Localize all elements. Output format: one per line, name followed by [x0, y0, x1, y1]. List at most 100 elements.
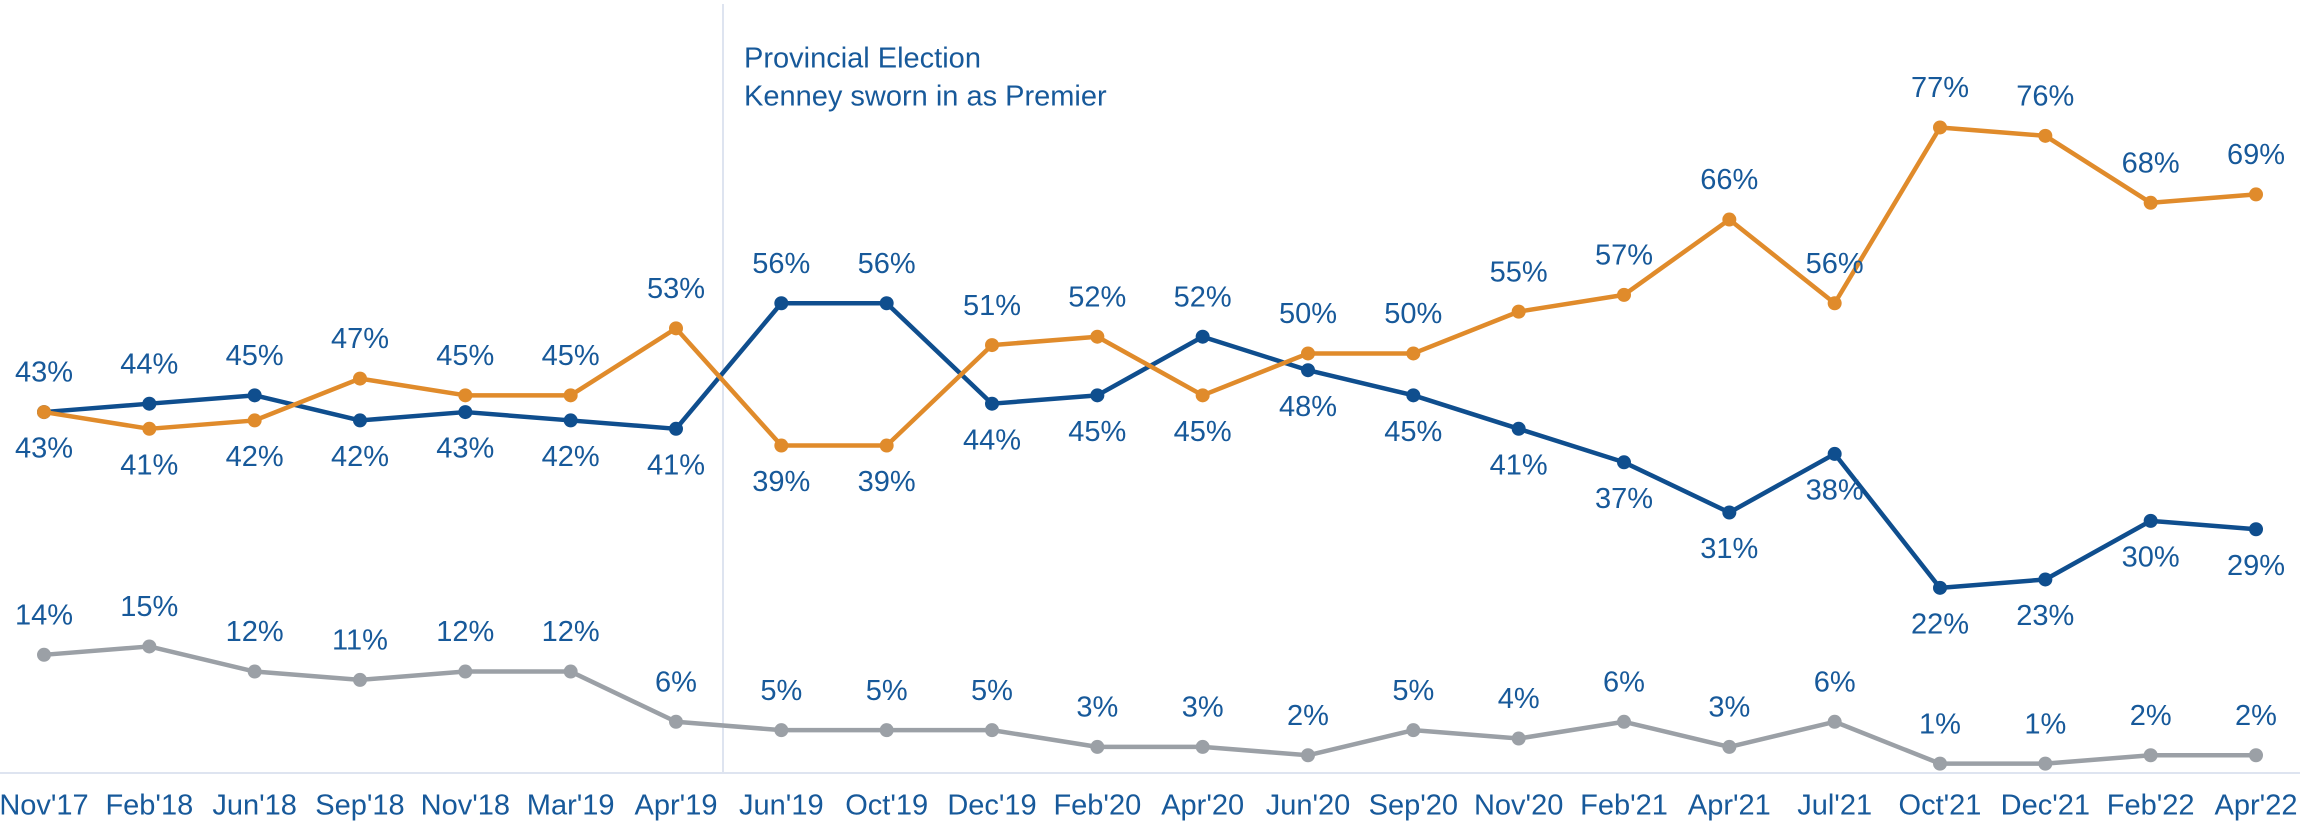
point — [669, 421, 683, 436]
data-label: 41% — [120, 449, 178, 481]
point — [142, 421, 157, 436]
data-label: 41% — [1490, 449, 1548, 481]
series-line — [43, 644, 2256, 766]
point — [774, 296, 789, 311]
data-label: 52% — [1068, 281, 1126, 313]
x-tick-label: Nov'20 — [1474, 790, 1563, 822]
data-label: 66% — [1700, 164, 1758, 196]
data-label: 52% — [1174, 281, 1232, 313]
point — [1511, 731, 1526, 746]
x-tick-label: Nov'18 — [421, 790, 510, 822]
data-label: 6% — [1603, 666, 1645, 698]
data-label: 38% — [1806, 475, 1864, 507]
point — [879, 723, 894, 738]
data-label: 45% — [542, 340, 600, 372]
x-tick-label: Dec'21 — [2001, 790, 2090, 822]
data-label: 6% — [655, 666, 697, 698]
x-tick-label: Apr'21 — [1688, 790, 1771, 822]
data-label: 57% — [1595, 240, 1653, 272]
data-label: 23% — [2016, 600, 2074, 632]
data-label: 41% — [647, 449, 705, 481]
point — [1195, 388, 1210, 403]
data-label: 43% — [15, 357, 73, 389]
point — [1090, 739, 1105, 754]
data-label: 14% — [15, 599, 73, 631]
annotation: Kenney sworn in as Premier — [744, 81, 1107, 113]
point — [1406, 723, 1421, 738]
data-label: 37% — [1595, 483, 1653, 515]
data-label: 50% — [1279, 298, 1337, 330]
data-label: 29% — [2227, 550, 2285, 582]
point — [1090, 388, 1105, 403]
point — [1195, 739, 1210, 754]
x-tick-label: Feb'18 — [105, 790, 193, 822]
data-label: 42% — [542, 441, 600, 473]
point — [247, 413, 262, 428]
data-label: 45% — [1068, 416, 1126, 448]
point — [1617, 714, 1631, 729]
point — [1406, 388, 1421, 403]
point — [563, 664, 578, 679]
data-label: 5% — [760, 675, 802, 707]
point — [142, 639, 157, 654]
x-tick-label: Sep'18 — [315, 790, 404, 822]
point — [2038, 128, 2053, 143]
x-tick-label: Dec'19 — [947, 790, 1036, 822]
point — [669, 714, 683, 729]
data-label: 53% — [647, 273, 705, 305]
point — [1722, 505, 1737, 520]
data-label: 22% — [1911, 609, 1969, 641]
point — [353, 371, 367, 386]
point — [458, 388, 473, 403]
x-tick-label: Feb'21 — [1580, 790, 1668, 822]
point — [985, 723, 999, 738]
x-tick-label: Oct'21 — [1899, 790, 1982, 822]
x-tick-label: Mar'19 — [527, 790, 615, 822]
data-label: 56% — [858, 248, 916, 280]
point — [142, 396, 157, 411]
point — [2249, 522, 2263, 537]
data-label: 44% — [963, 424, 1021, 456]
data-label: 5% — [1392, 675, 1434, 707]
point — [669, 321, 683, 336]
point — [2038, 572, 2053, 587]
point — [2143, 748, 2158, 763]
point — [879, 296, 894, 311]
point — [458, 405, 473, 420]
point — [247, 388, 262, 403]
data-label: 42% — [331, 441, 389, 473]
x-tick-label: Apr'19 — [635, 790, 718, 822]
x-tick-label: Oct'19 — [845, 790, 928, 822]
data-label: 42% — [226, 441, 284, 473]
data-label: 45% — [436, 340, 494, 372]
data-label: 69% — [2227, 139, 2285, 171]
point — [1090, 329, 1105, 344]
x-tick-label: Jun'18 — [212, 790, 297, 822]
point — [1301, 748, 1315, 763]
data-label: 48% — [1279, 391, 1337, 423]
point — [563, 388, 578, 403]
point — [1933, 756, 1947, 771]
point — [563, 413, 578, 428]
point — [1722, 739, 1737, 754]
data-label: 3% — [1076, 692, 1118, 724]
point — [2143, 513, 2158, 528]
data-label: 39% — [752, 466, 810, 498]
x-tick-label: Nov'17 — [0, 790, 89, 822]
data-label: 3% — [1182, 692, 1224, 724]
point — [1511, 421, 1526, 436]
data-label: 43% — [15, 433, 73, 465]
point — [353, 413, 367, 428]
point — [2143, 195, 2158, 210]
point — [879, 438, 894, 453]
data-label: 43% — [436, 433, 494, 465]
data-label: 77% — [1911, 72, 1969, 104]
point — [37, 405, 51, 420]
point — [1827, 446, 1842, 461]
point — [774, 438, 789, 453]
data-label: 2% — [2235, 700, 2277, 732]
data-label: 3% — [1708, 692, 1750, 724]
point — [353, 672, 367, 687]
data-label: 1% — [2024, 708, 2066, 740]
